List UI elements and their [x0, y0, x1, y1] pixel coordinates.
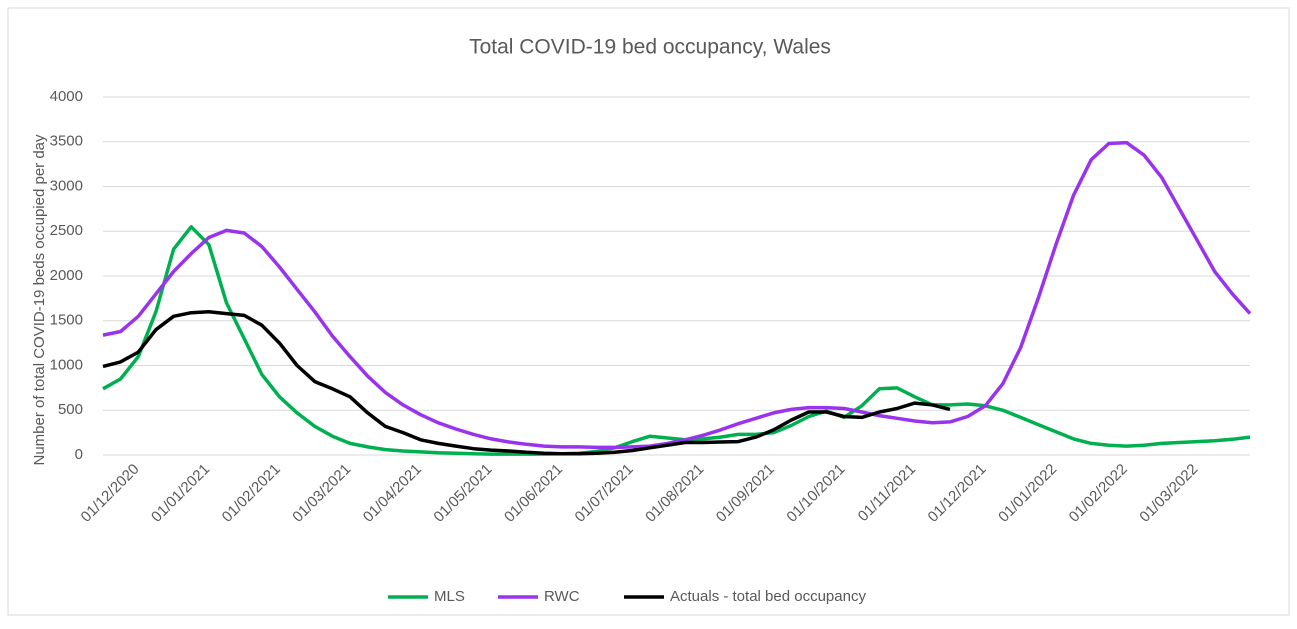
legend-label: RWC	[544, 588, 580, 605]
legend-label: Actuals - total bed occupancy	[670, 588, 866, 605]
y-tick-label: 500	[58, 401, 83, 418]
chart-title: Total COVID-19 bed occupancy, Wales	[469, 36, 831, 59]
series-line	[102, 225, 1251, 456]
y-tick-label: 1000	[50, 356, 83, 373]
y-tick-label: 1500	[50, 312, 83, 329]
series-line	[102, 310, 951, 456]
y-tick-label: 3000	[50, 177, 83, 194]
series-line	[102, 140, 1252, 450]
y-tick-label: 4000	[50, 88, 83, 105]
y-axis-label: Number of total COVID-19 beds occupied p…	[31, 134, 48, 466]
y-tick-label: 3500	[50, 133, 83, 150]
y-tick-label: 0	[75, 446, 83, 463]
y-tick-label: 2500	[50, 222, 83, 239]
y-tick-label: 2000	[50, 267, 83, 284]
legend-label: MLS	[434, 588, 465, 605]
